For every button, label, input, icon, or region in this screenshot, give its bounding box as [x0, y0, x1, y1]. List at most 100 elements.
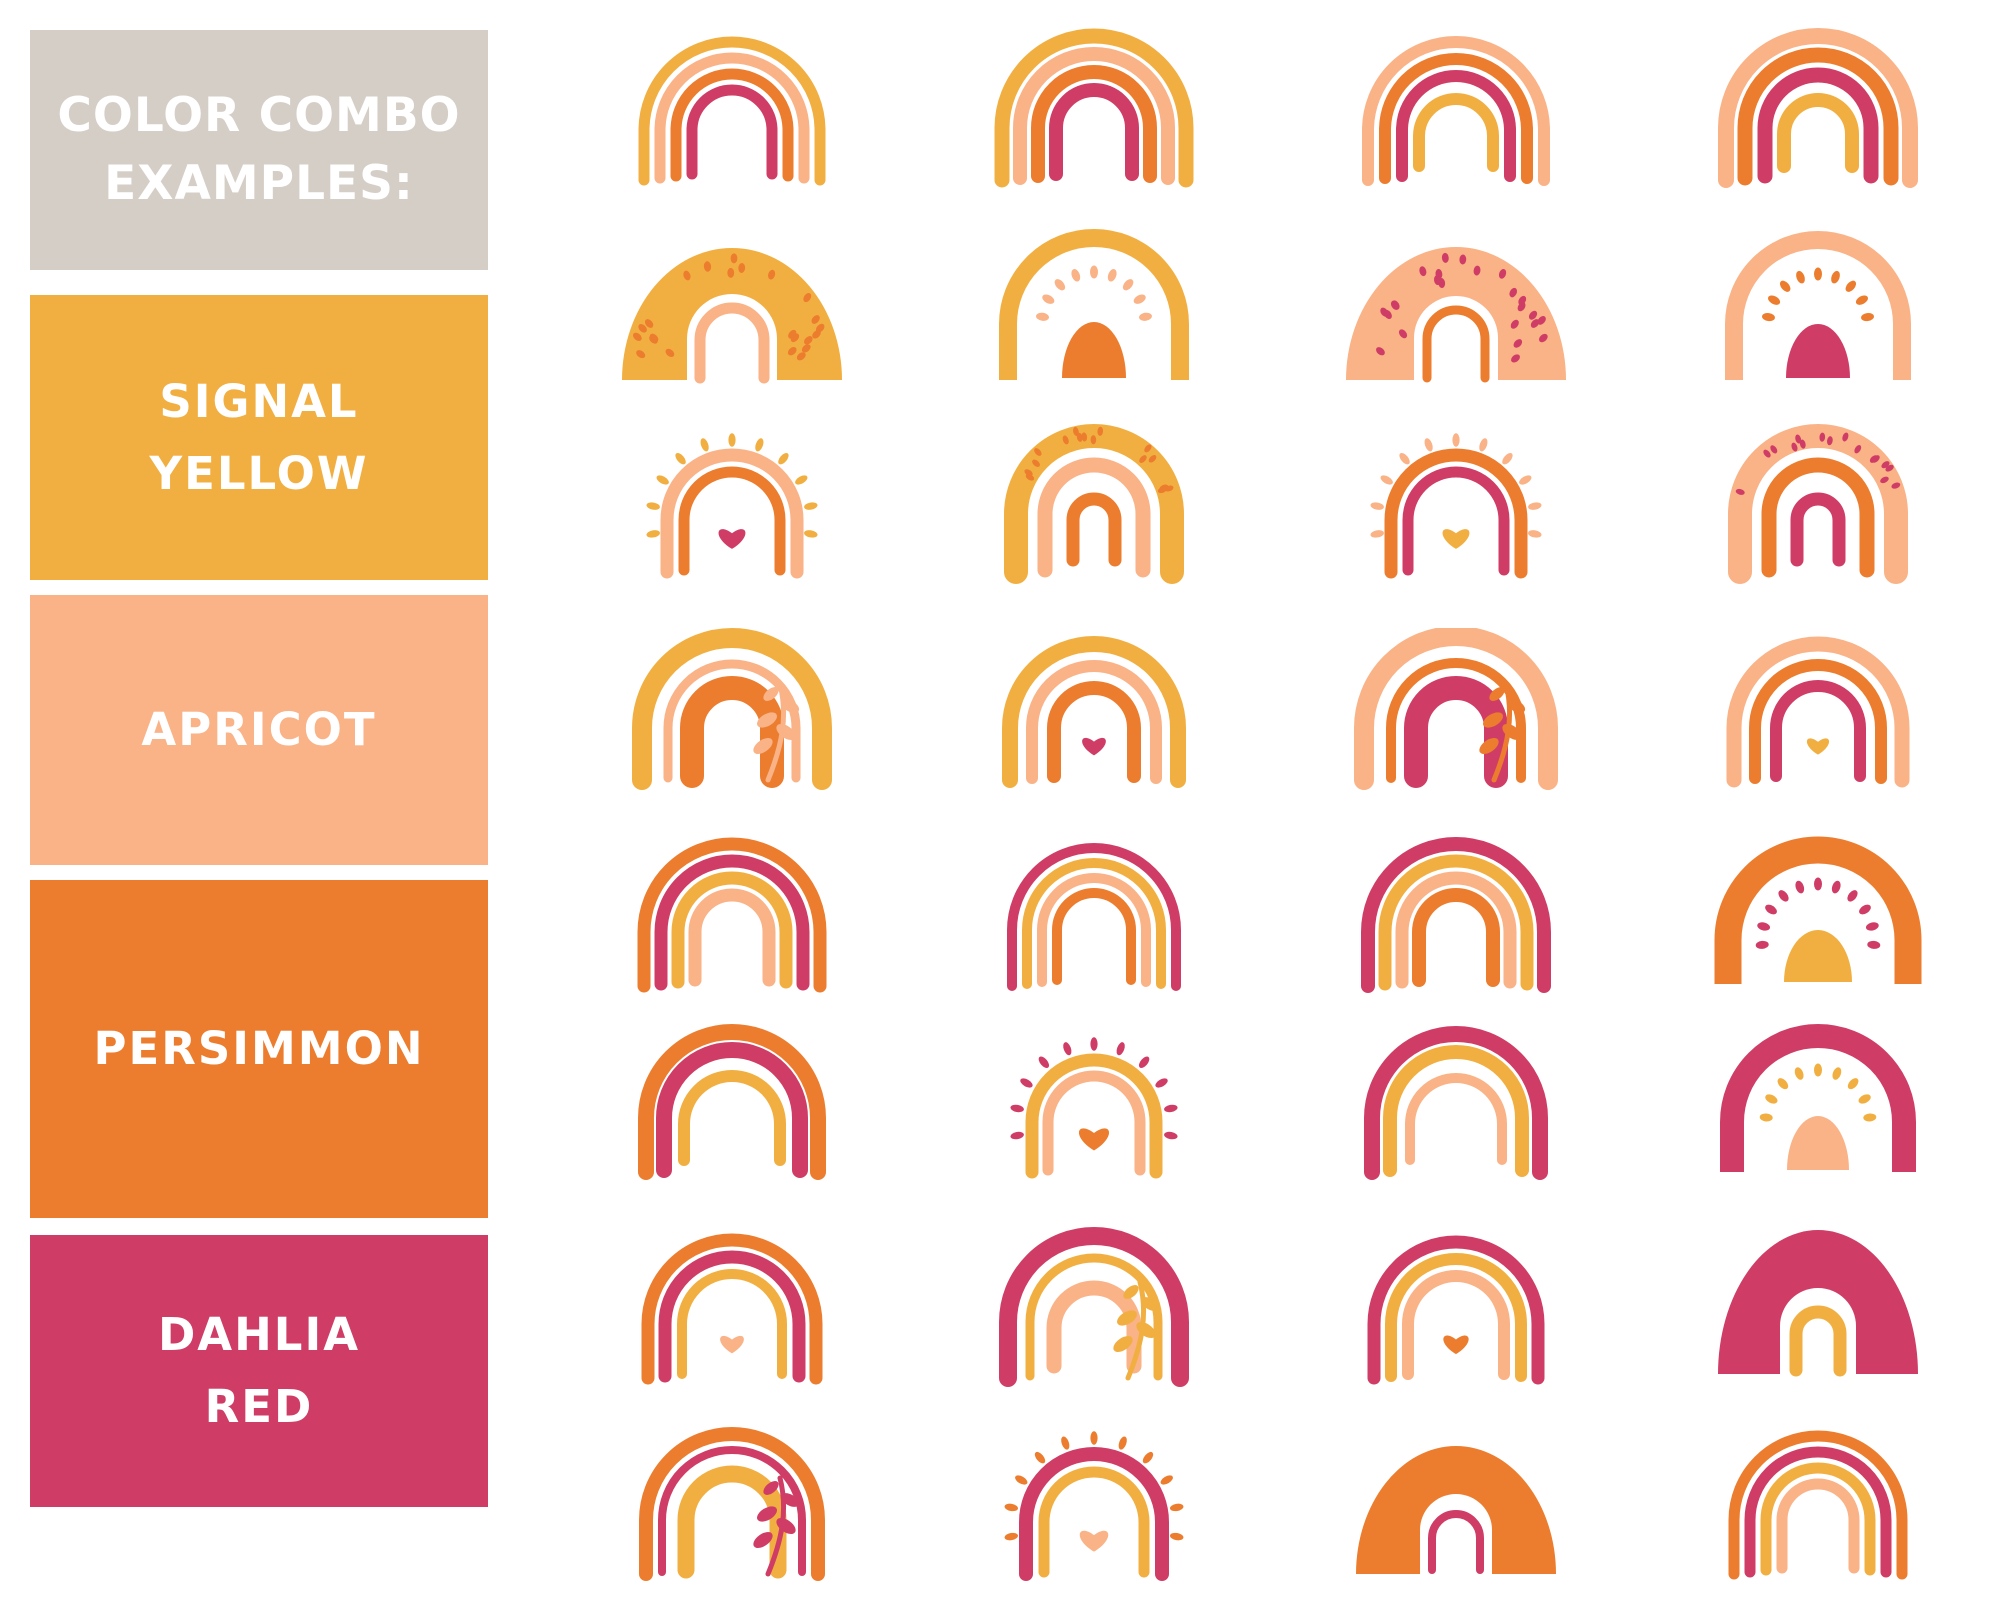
rainbow-band: [1749, 659, 1887, 784]
dot: [638, 324, 647, 333]
dot: [1881, 461, 1890, 469]
dot: [1010, 1104, 1024, 1113]
dot: [1762, 312, 1775, 322]
dot: [1861, 312, 1874, 322]
heart: [1443, 1335, 1469, 1355]
sprig-leaf: [757, 712, 777, 728]
rainbow-band: [1757, 67, 1879, 184]
rainbow-band: [677, 1465, 787, 1579]
rainbow-band: [1046, 1280, 1142, 1374]
rainbow-band: [1049, 83, 1139, 181]
header-line2: EXAMPLES:: [104, 156, 414, 211]
dot: [1528, 502, 1542, 510]
dot: [1765, 904, 1777, 915]
rainbow-r7-c1: [641, 1233, 823, 1385]
dot: [1155, 1078, 1168, 1088]
dot: [1855, 295, 1868, 305]
rainbow-r3-c3: [1370, 433, 1542, 579]
swatch-label: SIGNAL YELLOW: [150, 366, 369, 510]
dot: [1090, 435, 1097, 445]
dot: [1511, 354, 1520, 363]
sprig-leaf: [1502, 724, 1522, 740]
rainbow-band: [678, 466, 786, 576]
dot: [1795, 880, 1805, 894]
dot: [1768, 295, 1781, 305]
rainbow-band: [1395, 871, 1517, 989]
rainbow-band: [639, 1427, 825, 1581]
rainbow-r6-c4: [1720, 1024, 1916, 1172]
dot: [1757, 922, 1771, 931]
rainbow-band: [1737, 47, 1899, 186]
rainbow-band: [1404, 676, 1508, 788]
rainbow-band: [1007, 843, 1181, 991]
rainbow-band: [1019, 1447, 1169, 1581]
dot: [795, 475, 808, 485]
rainbow-band: [1361, 837, 1551, 993]
heart: [1442, 529, 1470, 549]
dot: [1814, 1063, 1822, 1077]
dot: [1847, 1078, 1859, 1090]
dot: [1042, 294, 1055, 304]
rainbow-band: [1052, 888, 1136, 985]
rainbow-r1-c4: [1718, 28, 1918, 188]
dot: [1370, 502, 1384, 510]
rainbow-r8-c3: [1356, 1446, 1556, 1574]
swatch-label-line: YELLOW: [149, 446, 369, 500]
sprig-leaf: [1117, 1310, 1137, 1326]
dot: [1777, 1078, 1789, 1090]
sprig-leaf: [763, 1481, 779, 1495]
dot: [1169, 1532, 1184, 1541]
sprig-leaf: [780, 699, 800, 713]
header-line1: COLOR COMBO: [57, 87, 461, 143]
dot: [811, 315, 820, 324]
dot: [1441, 252, 1449, 263]
dot: [1054, 279, 1066, 291]
rainbow-r4-c4: [1726, 636, 1910, 788]
dot: [675, 453, 686, 465]
center-dome: [1784, 930, 1852, 982]
dot: [1452, 433, 1460, 447]
swatch-label: DAHLIA RED: [158, 1299, 360, 1443]
dot: [804, 502, 818, 510]
rainbow-band: [641, 1233, 823, 1385]
dot: [730, 253, 738, 264]
dot: [1473, 265, 1481, 276]
dot: [1819, 432, 1826, 442]
rainbow-band: [999, 1227, 1189, 1387]
rainbow-band: [1354, 628, 1558, 790]
rainbow-band: [1022, 858, 1166, 989]
dot: [815, 323, 825, 333]
inner-arch: [1422, 305, 1490, 383]
rainbow-band: [688, 888, 776, 987]
dot: [1063, 1042, 1072, 1056]
rainbow-r8-c1: [639, 1427, 825, 1581]
rainbow-r4-c3: [1354, 628, 1558, 790]
dot: [1122, 279, 1134, 291]
dot: [1891, 482, 1901, 489]
dot: [1370, 530, 1384, 538]
rainbow-band: [1047, 681, 1141, 783]
dot: [727, 267, 735, 278]
rainbow-band: [1728, 1430, 1908, 1580]
dot: [665, 348, 675, 358]
dot: [728, 433, 736, 447]
rainbow-r8-c2: [1004, 1431, 1184, 1581]
sprig-leaf: [1483, 712, 1503, 728]
dot: [1755, 940, 1769, 949]
dot: [1139, 455, 1147, 463]
dot: [1383, 309, 1392, 319]
sprig-leaf: [1123, 1285, 1139, 1299]
dot: [1765, 1094, 1778, 1104]
dot: [788, 329, 797, 339]
rainbow-band: [1379, 53, 1533, 184]
dot: [646, 530, 660, 538]
dot: [768, 269, 776, 280]
rainbow-band: [1776, 1478, 1860, 1574]
dot: [1020, 1078, 1033, 1088]
dot: [700, 438, 709, 452]
dot: [1424, 438, 1433, 452]
dot: [683, 270, 691, 281]
sprig-leaf: [1506, 699, 1526, 713]
dot: [1138, 1056, 1150, 1068]
